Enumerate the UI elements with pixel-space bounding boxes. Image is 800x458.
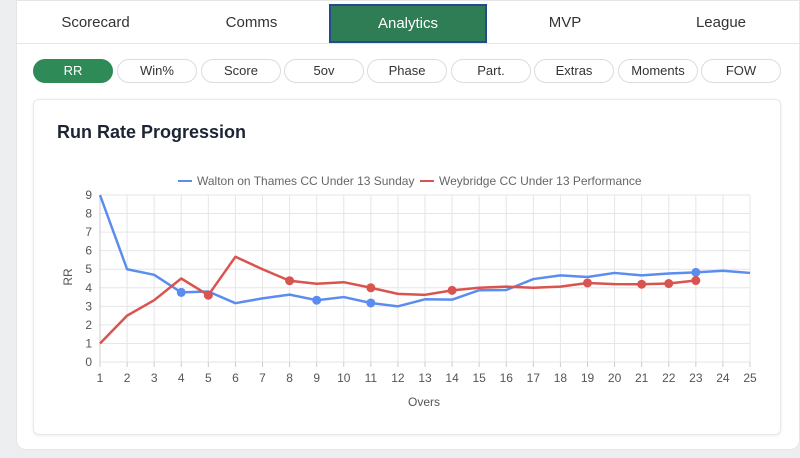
app-frame: Scorecard Comms Analytics MVP League RR … <box>16 0 800 450</box>
x-tick-label: 4 <box>178 371 185 385</box>
wicket-point[interactable] <box>583 278 592 288</box>
x-tick-label: 5 <box>205 371 212 385</box>
wicket-point[interactable] <box>312 295 322 305</box>
legend-label-weybridge: Weybridge CC Under 13 Performance <box>439 174 642 188</box>
wicket-point[interactable] <box>366 298 376 308</box>
subtab-rr[interactable]: RR <box>33 59 113 83</box>
wicket-point[interactable] <box>637 279 647 289</box>
wicket-point[interactable] <box>285 276 295 286</box>
tab-mvp[interactable]: MVP <box>548 14 582 31</box>
x-tick-label: 13 <box>418 371 432 385</box>
x-tick-label: 2 <box>124 371 131 385</box>
wicket-point[interactable] <box>691 267 701 277</box>
x-tick-label: 18 <box>554 371 568 385</box>
x-tick-label: 9 <box>313 371 320 385</box>
x-tick-label: 6 <box>232 371 239 385</box>
chart-title: Run Rate Progression <box>57 122 247 142</box>
subtab-extras[interactable]: Extras <box>534 59 614 83</box>
x-tick-label: 21 <box>635 371 649 385</box>
chart-card: Run Rate Progression Walton on Thames CC… <box>33 99 781 435</box>
x-tick-label: 20 <box>608 371 622 385</box>
wicket-point[interactable] <box>447 285 457 295</box>
tab-analytics[interactable]: Analytics <box>329 4 487 43</box>
subtab-moments[interactable]: Moments <box>618 59 698 83</box>
tab-league[interactable]: League <box>695 14 747 31</box>
y-tick-label: 9 <box>85 188 92 202</box>
x-tick-label: 15 <box>472 371 486 385</box>
wicket-point[interactable] <box>203 290 213 300</box>
subtab-phase[interactable]: Phase <box>367 59 447 83</box>
y-tick-label: 5 <box>85 262 92 276</box>
wicket-point[interactable] <box>366 283 376 293</box>
subtab-win-percent[interactable]: Win% <box>117 59 197 83</box>
x-tick-label: 1 <box>97 371 104 385</box>
wicket-point[interactable] <box>691 276 701 286</box>
wicket-point[interactable] <box>176 287 186 297</box>
subtab-score[interactable]: Score <box>201 59 281 83</box>
x-tick-label: 10 <box>337 371 351 385</box>
wicket-point[interactable] <box>664 279 674 289</box>
x-tick-label: 23 <box>689 371 703 385</box>
run-rate-chart: Walton on Thames CC Under 13 Sunday Weyb… <box>61 174 757 409</box>
x-tick-label: 3 <box>151 371 158 385</box>
y-tick-label: 2 <box>85 318 92 332</box>
subtab-5ov[interactable]: 5ov <box>284 59 364 83</box>
y-tick-label: 6 <box>85 244 92 258</box>
x-tick-label: 19 <box>581 371 595 385</box>
x-tick-label: 17 <box>527 371 541 385</box>
x-tick-label: 25 <box>743 371 757 385</box>
y-tick-label: 8 <box>85 207 92 221</box>
chart-legend: Walton on Thames CC Under 13 Sunday Weyb… <box>178 174 642 188</box>
subtab-partnerships[interactable]: Part. <box>451 59 531 83</box>
y-tick-label: 0 <box>85 355 92 369</box>
x-tick-label: 7 <box>259 371 266 385</box>
y-tick-label: 4 <box>85 281 92 295</box>
y-axis-label: RR <box>61 268 75 286</box>
y-tick-label: 7 <box>85 225 92 239</box>
series-1 <box>99 255 701 345</box>
tab-scorecard[interactable]: Scorecard <box>61 14 130 31</box>
x-tick-label: 16 <box>500 371 514 385</box>
main-tabs: Scorecard Comms Analytics MVP League <box>17 1 800 44</box>
x-tick-label: 22 <box>662 371 676 385</box>
x-tick-label: 8 <box>286 371 293 385</box>
x-axis-label: Overs <box>408 395 440 409</box>
legend-label-walton: Walton on Thames CC Under 13 Sunday <box>197 174 414 188</box>
x-tick-label: 14 <box>445 371 459 385</box>
x-tick-label: 24 <box>716 371 730 385</box>
subtab-fow[interactable]: FOW <box>701 59 781 83</box>
tab-comms[interactable]: Comms <box>225 14 278 31</box>
y-tick-label: 1 <box>85 336 92 350</box>
x-tick-label: 12 <box>391 371 405 385</box>
y-tick-label: 3 <box>85 299 92 313</box>
x-tick-label: 11 <box>365 371 378 385</box>
